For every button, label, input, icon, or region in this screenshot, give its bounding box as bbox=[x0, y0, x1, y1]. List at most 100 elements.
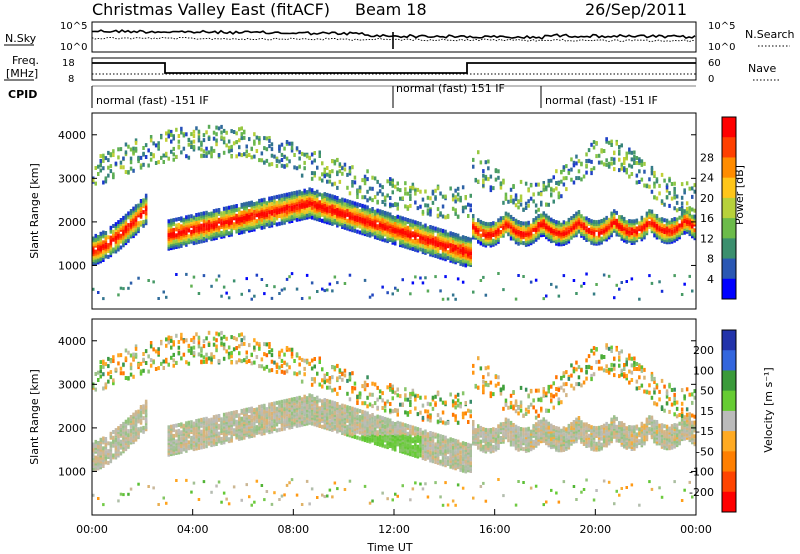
nsky-tick-top: 10^5 bbox=[60, 21, 87, 32]
power-cell bbox=[285, 140, 289, 144]
power-cell bbox=[386, 211, 389, 216]
power-cell bbox=[278, 208, 281, 213]
velocity-cell bbox=[114, 428, 118, 433]
power-cell bbox=[114, 222, 118, 227]
nsky-trace bbox=[91, 29, 696, 49]
power-cell bbox=[165, 137, 168, 142]
velocity-cell bbox=[248, 495, 251, 499]
power-cell bbox=[451, 293, 455, 297]
velocity-cell bbox=[137, 427, 140, 432]
power-cell bbox=[283, 193, 286, 198]
velocity-cell bbox=[200, 359, 203, 364]
power-cell bbox=[630, 172, 634, 176]
power-cell bbox=[421, 248, 425, 253]
velocity-cell bbox=[321, 399, 324, 404]
power-cell bbox=[678, 207, 681, 211]
velocity-cell bbox=[142, 352, 145, 356]
power-cell bbox=[235, 154, 238, 159]
power-cell bbox=[318, 154, 321, 158]
power-cell bbox=[197, 216, 201, 221]
velocity-cell bbox=[283, 407, 286, 412]
power-cell bbox=[270, 221, 274, 226]
velocity-cell bbox=[197, 341, 201, 346]
power-cell bbox=[127, 223, 130, 228]
power-colorbar-step-7 bbox=[722, 258, 736, 280]
power-cell bbox=[232, 204, 236, 209]
velocity-cell bbox=[227, 411, 231, 416]
velocity-cell bbox=[180, 336, 183, 341]
velocity-cell bbox=[117, 361, 120, 366]
power-cell bbox=[338, 179, 342, 184]
power-cell bbox=[479, 279, 483, 282]
power-cell bbox=[623, 168, 626, 173]
power-cell bbox=[363, 195, 367, 200]
power-cell bbox=[263, 160, 266, 165]
velocity-cell bbox=[293, 397, 296, 401]
power-colorbar-step-1 bbox=[722, 137, 736, 158]
velocity-cell bbox=[222, 346, 226, 351]
power-cell bbox=[552, 199, 555, 204]
power-cell bbox=[152, 280, 155, 284]
velocity-cell bbox=[253, 415, 256, 420]
power-cell bbox=[258, 136, 261, 141]
power-cell bbox=[182, 217, 186, 222]
power-cell bbox=[628, 150, 631, 155]
power-cell bbox=[655, 223, 659, 228]
power-cell bbox=[401, 196, 404, 201]
power-cell bbox=[577, 229, 581, 234]
velocity-cell bbox=[172, 352, 175, 357]
power-cell bbox=[527, 203, 530, 208]
velocity-cell bbox=[321, 424, 324, 429]
velocity-cell bbox=[112, 378, 115, 383]
velocity-cell bbox=[104, 460, 108, 465]
power-cell bbox=[575, 154, 578, 159]
power-cell bbox=[255, 273, 259, 277]
power-ytick-label-3: 4000 bbox=[58, 129, 86, 142]
power-cell bbox=[192, 215, 196, 220]
velocity-cell bbox=[232, 410, 236, 415]
power-cell bbox=[235, 131, 238, 136]
power-cell bbox=[328, 193, 332, 198]
cpid-label: CPID bbox=[8, 88, 37, 101]
power-cell bbox=[635, 226, 639, 231]
power-cell bbox=[499, 185, 503, 190]
power-cell bbox=[441, 214, 445, 219]
velocity-cell bbox=[127, 492, 130, 496]
power-cell bbox=[522, 241, 525, 246]
power-cell bbox=[673, 217, 676, 222]
velocity-cell bbox=[170, 424, 173, 429]
power-colorbar-step-4 bbox=[722, 197, 736, 219]
power-cell bbox=[434, 236, 437, 241]
power-cell bbox=[547, 233, 550, 238]
power-cell bbox=[300, 151, 304, 156]
power-cell bbox=[454, 199, 457, 204]
power-cell bbox=[172, 157, 175, 162]
velocity-cell bbox=[167, 362, 170, 367]
velocity-cell bbox=[129, 366, 133, 371]
velocity-cell bbox=[122, 493, 125, 497]
power-cell bbox=[175, 273, 178, 276]
power-cell bbox=[560, 222, 563, 227]
velocity-cell bbox=[102, 372, 105, 377]
power-cell bbox=[308, 296, 311, 300]
power-cell bbox=[570, 216, 573, 221]
velocity-cell bbox=[97, 441, 100, 445]
power-cell bbox=[630, 164, 634, 169]
power-cell bbox=[381, 210, 384, 215]
power-cell bbox=[633, 158, 636, 163]
velocity-cell bbox=[240, 342, 243, 347]
power-cell bbox=[280, 163, 284, 168]
velocity-cell bbox=[172, 342, 175, 347]
power-cell bbox=[129, 230, 133, 235]
power-cell bbox=[323, 203, 326, 208]
power-cell bbox=[394, 202, 397, 207]
power-cell bbox=[389, 212, 392, 217]
power-cell bbox=[323, 169, 326, 174]
power-cell bbox=[502, 180, 505, 185]
velocity-cell bbox=[210, 355, 213, 360]
power-cell bbox=[630, 235, 634, 240]
velocity-cell bbox=[250, 418, 253, 423]
power-cell bbox=[243, 223, 246, 228]
power-cell bbox=[313, 200, 316, 205]
velocity-cell bbox=[258, 364, 261, 369]
